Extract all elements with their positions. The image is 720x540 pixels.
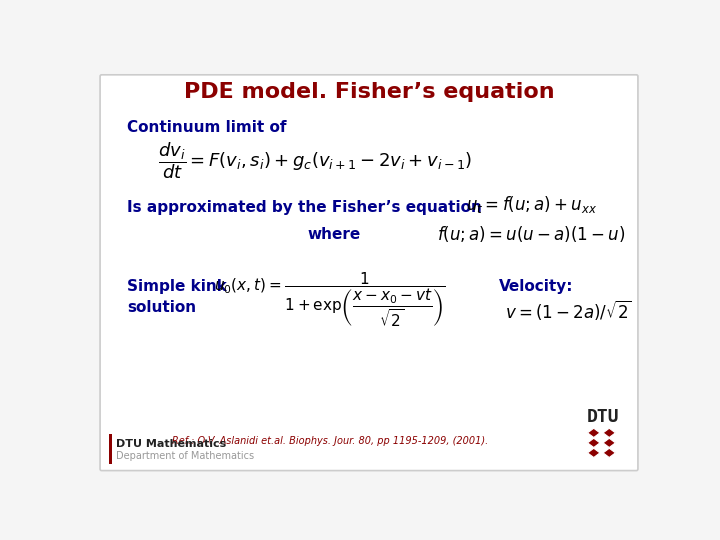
Bar [109,434,112,464]
Text: Is approximated by the Fisher’s equation: Is approximated by the Fisher’s equation [127,200,482,215]
Text: Continuum limit of: Continuum limit of [127,120,287,136]
Polygon shape [588,448,600,457]
Text: Velocity:: Velocity: [499,279,574,294]
Text: DTU Mathematics: DTU Mathematics [117,440,227,449]
Text: $u_t = f(u;a) + u_{xx}$: $u_t = f(u;a) + u_{xx}$ [466,194,598,215]
Polygon shape [588,438,600,448]
Text: DTU: DTU [587,408,619,427]
Text: where: where [307,227,361,242]
Polygon shape [603,438,616,448]
Polygon shape [603,428,616,437]
Text: Simple kink
solution: Simple kink solution [127,279,227,315]
Text: $f(u;a) = u(u-a)(1-u)$: $f(u;a) = u(u-a)(1-u)$ [438,224,626,244]
Polygon shape [603,448,616,457]
Text: Department of Mathematics: Department of Mathematics [117,451,254,461]
Text: PDE model. Fisher’s equation: PDE model. Fisher’s equation [184,82,554,102]
FancyBboxPatch shape [100,75,638,470]
Polygon shape [588,428,600,437]
Text: Ref.: O.V. Aslanidi et.al. Biophys. Jour. 80, pp 1195-1209, (2001).: Ref.: O.V. Aslanidi et.al. Biophys. Jour… [172,436,488,446]
Text: $u_0(x,t) = \dfrac{1}{1 + \exp\!\left(\dfrac{x - x_0 - vt}{\sqrt{2}}\right)}$: $u_0(x,t) = \dfrac{1}{1 + \exp\!\left(\d… [215,271,446,329]
Text: $\dfrac{dv_i}{dt} = F(v_i, s_i) + g_c(v_{i+1} - 2v_i + v_{i-1})$: $\dfrac{dv_i}{dt} = F(v_i, s_i) + g_c(v_… [158,141,472,181]
Text: $v = (1-2a)/\sqrt{2}$: $v = (1-2a)/\sqrt{2}$ [505,298,631,322]
